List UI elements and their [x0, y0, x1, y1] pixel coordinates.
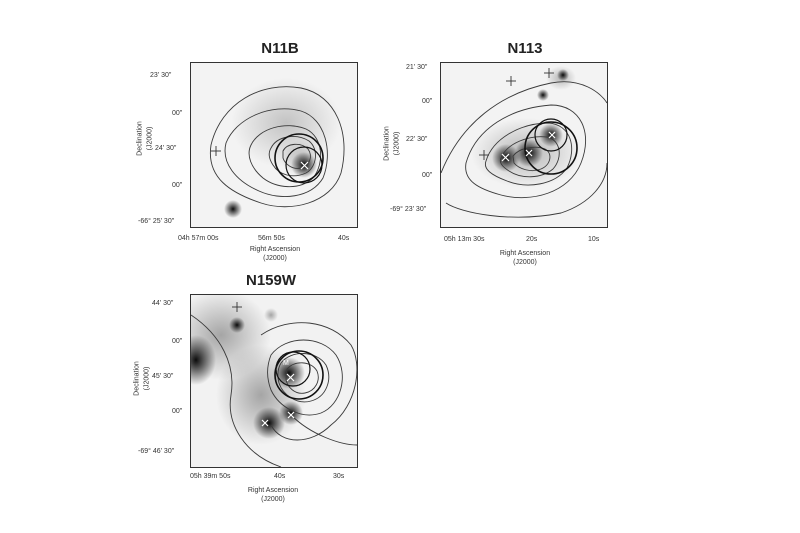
y-tick-label: 00" — [172, 182, 183, 189]
x-marker — [300, 161, 309, 170]
x-tick-label: 05h 13m 30s — [444, 236, 485, 243]
y-tick-label: 00" — [422, 98, 433, 105]
aperture-circle — [534, 118, 568, 152]
y-tick-label: -66° 25' 30" — [138, 218, 175, 225]
panel-title: N113 — [507, 40, 543, 57]
panel-title: N159W — [245, 272, 297, 289]
y-tick-label: 45' 30" — [152, 373, 174, 380]
y-tick-label: -69° 46' 30" — [138, 448, 175, 455]
x-axis-label: Right Ascension — [247, 487, 299, 494]
y-tick-label: 24' 30" — [155, 145, 177, 152]
y-tick-label: 21' 30" — [406, 64, 428, 71]
marker-label: M — [283, 360, 289, 367]
x-marker — [261, 373, 295, 427]
y-tick-label: 00" — [172, 408, 183, 415]
sky-image — [440, 62, 608, 228]
x-axis-label: Right Ascension — [499, 250, 551, 257]
bright-source — [191, 335, 216, 385]
aperture-circle — [524, 121, 578, 175]
aperture-circle — [275, 351, 311, 387]
y-axis-sublabel: (J2000) — [143, 366, 151, 391]
x-tick-label: 10s — [588, 236, 600, 243]
y-tick-label: 23' 30" — [150, 72, 172, 79]
plus-marker — [232, 302, 242, 312]
plus-marker — [211, 146, 221, 156]
x-tick-label: 40s — [338, 235, 350, 242]
bright-source — [557, 69, 569, 81]
y-tick-label: -69° 23' 30" — [390, 206, 427, 213]
x-tick-label: 05h 39m 50s — [190, 473, 231, 480]
y-axis-sublabel: (J2000) — [393, 131, 401, 156]
x-tick-label: 56m 50s — [258, 235, 285, 242]
sky-image-svg — [441, 63, 607, 227]
bright-source — [539, 123, 563, 147]
sky-image — [190, 62, 358, 228]
x-tick-label: 30s — [333, 473, 345, 480]
y-tick-label: 00" — [422, 172, 433, 179]
y-axis-label: Declination — [136, 121, 144, 156]
bright-source — [229, 317, 245, 333]
x-tick-label: 04h 57m 00s — [178, 235, 219, 242]
panel-title: N11B — [261, 40, 299, 57]
bright-source — [224, 200, 242, 218]
x-axis-label: Right Ascension — [249, 246, 301, 253]
contours — [441, 81, 607, 218]
y-tick-label: 00" — [172, 338, 183, 345]
x-tick-label: 20s — [526, 236, 538, 243]
plus-marker — [479, 68, 554, 160]
x-axis-sublabel: (J2000) — [263, 255, 287, 262]
sky-image: M — [190, 294, 358, 468]
sky-image-svg: M — [191, 295, 357, 467]
sky-image-svg — [191, 63, 357, 227]
x-axis-sublabel: (J2000) — [513, 259, 537, 266]
x-tick-label: 40s — [274, 473, 286, 480]
aperture-circle — [274, 350, 324, 400]
bright-source — [253, 407, 285, 439]
x-axis-sublabel: (J2000) — [261, 496, 285, 503]
y-tick-label: 00" — [172, 110, 183, 117]
x-marker — [501, 131, 556, 162]
y-axis-label: Declination — [133, 361, 141, 396]
y-axis-label: Declination — [383, 126, 391, 161]
y-tick-label: 44' 30" — [152, 300, 174, 307]
aperture-circle — [285, 146, 323, 184]
y-tick-label: 22' 30" — [406, 136, 428, 143]
y-axis-sublabel: (J2000) — [146, 126, 154, 151]
bright-source — [537, 89, 549, 101]
